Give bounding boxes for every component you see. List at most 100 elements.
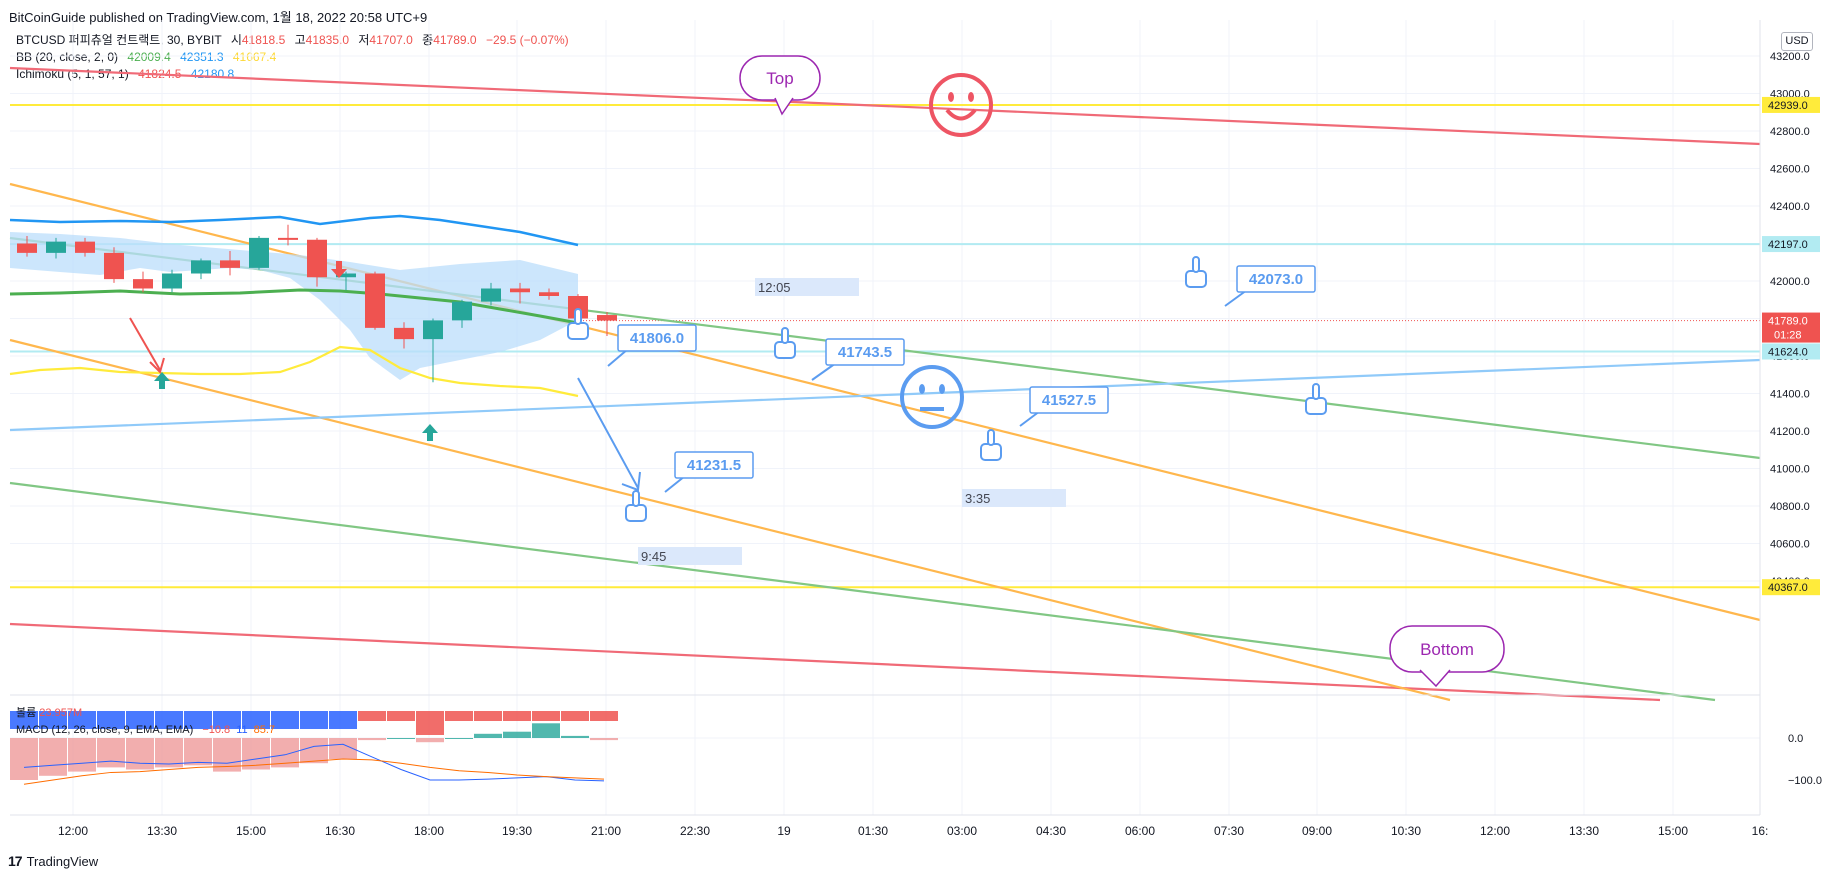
y-tick-label: 42600.0 <box>1770 164 1810 176</box>
price-note: 41231.5 <box>664 451 754 493</box>
macd-hist-bar <box>358 738 386 741</box>
price-note-box <box>1236 265 1316 293</box>
ohlc-open-value: 41818.5 <box>241 33 286 47</box>
time-note: 12:05 <box>755 278 859 296</box>
volume-bar <box>503 711 531 721</box>
macd-hist-bar <box>155 738 183 768</box>
bb-upper-value: 42351.3 <box>180 50 224 64</box>
candle-body <box>75 241 95 253</box>
volume-bar <box>126 711 154 729</box>
price-badge-text: 41789.0 <box>1768 316 1808 328</box>
price-note-box <box>617 324 697 352</box>
time-note: 3:35 <box>962 489 1066 507</box>
volume-bar <box>590 711 618 721</box>
x-tick-label: 15:00 <box>1658 824 1688 838</box>
x-tick-label: 06:00 <box>1125 824 1155 838</box>
ichimoku-cloud <box>9 214 579 398</box>
y-tick-label: 43200.0 <box>1770 51 1810 63</box>
x-tick-label: 10:30 <box>1391 824 1421 838</box>
candle-body <box>423 320 443 340</box>
macd-hist-bar <box>561 735 589 738</box>
hand-palm <box>980 443 1002 461</box>
hand-finger <box>781 327 789 344</box>
macd-label: MACD (12, 26, close, 9, EMA, EMA) −10.8 1… <box>16 724 275 736</box>
trend-lines <box>9 66 1761 702</box>
candle-body <box>17 243 37 253</box>
drawn-arrowhead <box>149 357 165 374</box>
ohlc-close-value: 41789.0 <box>433 33 477 47</box>
price-note-text: 41806.0 <box>630 330 684 347</box>
macd-hist-bar <box>590 738 618 741</box>
macd-value: 11 <box>236 724 247 736</box>
callout-tail <box>774 97 794 116</box>
price-badge <box>1762 312 1820 343</box>
volume-value: 23.957M <box>39 707 82 719</box>
cloud-area <box>10 232 578 380</box>
bb-basis-line <box>9 288 579 325</box>
macd-hist-bar <box>503 731 531 738</box>
hand-palm <box>567 322 589 340</box>
hand-palm <box>625 504 647 522</box>
happy-face-icon <box>929 73 993 137</box>
y-tick-label: 41200.0 <box>1770 426 1810 438</box>
price-note-box <box>825 338 905 366</box>
x-tick-label: 19 <box>777 824 791 838</box>
callout-bubble: Bottom <box>1389 625 1505 688</box>
callout-text: Top <box>766 69 793 88</box>
currency-badge[interactable]: USD <box>1781 32 1813 51</box>
macd-hist-bar <box>184 738 212 766</box>
candle-body <box>307 239 327 278</box>
x-tick-label: 18:00 <box>414 824 444 838</box>
pointing-hand-icon <box>567 308 589 340</box>
price-note: 41806.0 <box>607 324 697 367</box>
macd-value: 85.7 <box>254 724 275 736</box>
face-mouth <box>945 108 977 121</box>
time-note-text: 9:45 <box>641 549 666 564</box>
macd-hist-bar <box>68 738 96 772</box>
y-tick-label: 42000.0 <box>1770 276 1810 288</box>
hand-finger <box>987 429 995 446</box>
candle-body <box>568 296 588 319</box>
x-tick-label: 01:30 <box>858 824 888 838</box>
candle-body <box>336 273 356 278</box>
macd-axis-tick: −100.0 <box>1788 775 1822 787</box>
price-badge-countdown: 01:28 <box>1774 330 1802 342</box>
bb-legend-row[interactable]: BB (20, close, 2, 0) 42009.4 42351.3 416… <box>16 49 569 66</box>
tradingview-logo-icon: 17 <box>8 853 23 869</box>
x-tick-label: 03:00 <box>947 824 977 838</box>
volume-bar <box>242 711 270 729</box>
volume-bar <box>300 711 328 729</box>
face-eye-left <box>948 92 954 102</box>
face-eye-left <box>919 384 925 394</box>
hand-finger <box>1192 256 1200 273</box>
volume-bar <box>445 711 473 721</box>
bb-upper-line <box>9 214 579 247</box>
volume-bar <box>532 711 560 721</box>
ohlc-high-value: 41835.0 <box>305 33 350 47</box>
pointing-hand-icon <box>980 429 1002 461</box>
time-note: 9:45 <box>638 547 742 565</box>
candle-body <box>162 273 182 289</box>
volume-bar <box>416 711 444 735</box>
volume-bar <box>329 711 357 729</box>
candle-body <box>481 288 501 302</box>
projection-arrowhead <box>621 471 641 492</box>
volume-bar <box>271 711 299 729</box>
price-note-text: 41527.5 <box>1042 392 1096 409</box>
volume-bar <box>358 711 386 721</box>
x-tick-label: 22:30 <box>680 824 710 838</box>
y-tick-label: 40800.0 <box>1770 501 1810 513</box>
trend-line <box>9 182 1761 622</box>
price-note-pointer <box>607 348 629 367</box>
bb-lower-line <box>9 345 579 398</box>
symbol-legend-row[interactable]: BTCUSD 퍼피츄얼 컨트랙트, 30, BYBIT 시41818.5 고41… <box>16 32 569 49</box>
ohlc-low-value: 41707.0 <box>369 33 413 47</box>
macd-hist-bar <box>10 738 38 780</box>
footer[interactable]: 17 TradingView <box>8 853 98 869</box>
hand-palm <box>1305 397 1327 415</box>
candle-body <box>597 315 617 321</box>
face-outline <box>900 365 964 429</box>
macd-hist-bar <box>445 738 473 739</box>
ohlc-close-label: 종 <box>422 33 434 47</box>
